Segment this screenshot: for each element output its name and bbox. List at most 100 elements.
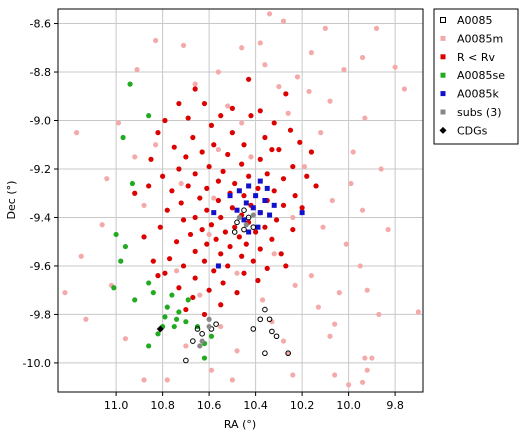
data-point	[229, 377, 235, 383]
data-point	[206, 163, 212, 170]
data-point	[269, 328, 275, 335]
data-point	[320, 224, 326, 230]
data-point	[262, 224, 268, 230]
data-point	[197, 195, 203, 201]
x-tick-label: 9.8	[386, 399, 404, 412]
data-point	[197, 343, 203, 349]
data-point	[357, 263, 363, 269]
data-point	[115, 120, 122, 126]
x-tick-label: 10.2	[290, 399, 315, 412]
data-point	[332, 321, 338, 327]
data-point	[299, 205, 305, 211]
data-point	[146, 343, 152, 349]
data-point	[127, 81, 133, 87]
data-point	[180, 263, 187, 269]
data-point	[304, 173, 310, 179]
data-point	[318, 130, 324, 136]
data-point	[162, 117, 168, 124]
data-point	[257, 156, 263, 162]
data-point	[269, 319, 275, 325]
data-point	[266, 11, 273, 17]
data-point	[146, 280, 152, 286]
data-point	[257, 316, 264, 323]
data-point	[213, 321, 219, 327]
data-point	[250, 205, 256, 211]
data-point	[255, 224, 261, 230]
data-point	[183, 357, 189, 364]
data-point	[220, 168, 226, 175]
data-point	[201, 355, 208, 361]
data-point	[290, 163, 296, 170]
data-point	[250, 224, 257, 230]
y-tick-label: -9.4	[30, 211, 51, 224]
data-point	[246, 173, 252, 179]
y-tick-label: -9.8	[30, 308, 51, 321]
data-point	[229, 205, 235, 211]
data-point	[350, 149, 356, 155]
data-point	[262, 134, 268, 141]
data-point	[301, 163, 308, 170]
data-point	[243, 241, 249, 247]
data-point	[204, 241, 210, 247]
data-point	[346, 382, 352, 388]
data-point	[271, 202, 277, 208]
series-cdgs	[156, 325, 164, 333]
data-point	[122, 336, 129, 342]
data-point	[199, 226, 205, 233]
legend-marker	[440, 35, 446, 41]
data-point	[208, 122, 215, 128]
data-point	[211, 210, 217, 216]
data-point	[192, 81, 198, 87]
data-point	[232, 180, 238, 187]
data-point	[276, 83, 282, 90]
data-point	[236, 234, 242, 240]
data-point	[290, 226, 296, 233]
data-point	[315, 304, 321, 310]
data-point	[206, 316, 212, 322]
data-point	[415, 309, 421, 315]
data-point	[271, 251, 277, 257]
data-point	[225, 151, 231, 158]
data-point	[173, 268, 180, 274]
data-point	[178, 200, 184, 206]
data-point	[192, 248, 198, 255]
data-point	[285, 350, 291, 357]
data-point	[308, 273, 315, 279]
data-point	[153, 37, 159, 44]
data-point	[150, 290, 156, 296]
data-point	[269, 146, 275, 153]
data-point	[271, 188, 277, 194]
data-point	[385, 226, 391, 233]
data-point	[183, 343, 189, 349]
data-points	[62, 11, 421, 388]
data-point	[190, 134, 196, 141]
data-point	[132, 154, 138, 160]
data-point	[255, 277, 261, 284]
data-point	[257, 108, 263, 114]
data-point	[197, 292, 203, 298]
data-point	[241, 270, 247, 276]
y-axis-label: Dec (°)	[5, 181, 18, 220]
data-point	[229, 105, 235, 111]
x-tick-label: 11.0	[104, 399, 129, 412]
data-point	[280, 338, 287, 344]
data-point	[227, 243, 233, 250]
x-tick-label: 10.6	[197, 399, 222, 412]
data-point	[155, 331, 161, 337]
data-point	[211, 195, 217, 201]
data-point	[267, 212, 273, 218]
data-point	[208, 367, 215, 373]
data-point	[178, 180, 184, 187]
data-point	[231, 229, 238, 235]
series-a0085m	[62, 11, 421, 388]
data-point	[369, 355, 375, 361]
data-point	[192, 275, 198, 281]
data-point	[192, 214, 198, 221]
data-point	[341, 67, 347, 73]
data-point	[173, 239, 180, 245]
data-point	[378, 166, 384, 172]
data-point	[132, 190, 138, 196]
data-point	[362, 115, 368, 121]
data-point	[392, 64, 398, 70]
data-point	[206, 231, 212, 238]
